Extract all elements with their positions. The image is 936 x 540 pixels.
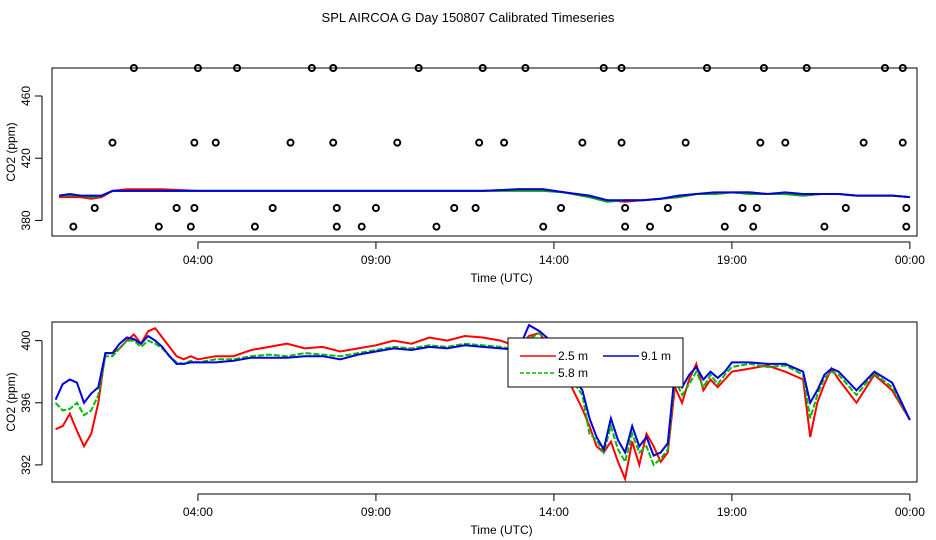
y-axis-label: CO2 (ppm) (4, 122, 18, 181)
series-line-2-5-m (55, 326, 911, 483)
data-point (880, 64, 889, 72)
data-point (599, 64, 608, 72)
data-point (902, 222, 911, 231)
data-point (898, 64, 907, 72)
legend: 2.5 m 5.8 m 9.1 m (507, 337, 684, 388)
figure-title: SPL AIRCOA G Day 150807 Calibrated Times… (322, 10, 615, 25)
series-line-5-8-m (54, 331, 911, 467)
data-point (681, 138, 690, 147)
data-point (702, 64, 711, 72)
data-point (898, 138, 907, 147)
data-point (211, 138, 220, 147)
data-point (521, 64, 530, 72)
data-point (332, 222, 341, 231)
data-point (621, 222, 630, 231)
data-point (186, 222, 195, 231)
data-point (841, 204, 850, 212)
y-tick-label: 420 (19, 148, 33, 168)
data-point (621, 204, 630, 212)
x-tick-label: 00:00 (895, 253, 925, 267)
legend-label: 9.1 m (641, 349, 671, 363)
data-point (539, 222, 548, 231)
x-tick-label: 14:00 (539, 253, 569, 267)
bottom-panel: 04:00 09:00 14:00 19:00 00:00 Time (UTC) 392 39… (4, 321, 925, 537)
data-point (902, 204, 911, 212)
series-line-9-1-m (54, 323, 911, 457)
top-panel: 04:00 09:00 14:00 19:00 00:00 Time (UTC) 380 42… (4, 64, 925, 285)
data-point (859, 138, 868, 147)
data-point (193, 64, 202, 72)
data-point (329, 138, 338, 147)
data-point (475, 138, 484, 147)
x-tick-label: 14:00 (539, 505, 569, 519)
x-tick-label: 19:00 (717, 505, 747, 519)
plot-frame (51, 321, 918, 483)
y-axis-label: CO2 (ppm) (4, 372, 18, 431)
data-point (500, 138, 509, 147)
data-point (190, 204, 199, 212)
data-point (393, 138, 402, 147)
data-point (172, 204, 181, 212)
x-tick-label: 09:00 (361, 505, 391, 519)
data-point (663, 204, 672, 212)
y-tick-label: 400 (19, 330, 33, 350)
data-point (557, 204, 566, 212)
data-point (617, 138, 626, 147)
data-point (90, 204, 99, 212)
legend-label: 5.8 m (558, 366, 588, 380)
x-axis-label: Time (UTC) (470, 271, 532, 285)
data-point (471, 204, 480, 212)
x-tick-label: 04:00 (183, 253, 213, 267)
plot-frame (51, 67, 918, 237)
legend-box (507, 337, 684, 388)
x-tick-label: 00:00 (895, 505, 925, 519)
y-tick-label: 392 (19, 455, 33, 475)
data-point (332, 204, 341, 212)
data-point (371, 204, 380, 212)
data-point (756, 138, 765, 147)
data-point (749, 222, 758, 231)
data-point (286, 138, 295, 147)
data-point (357, 222, 366, 231)
legend-label: 2.5 m (558, 349, 588, 363)
data-point (646, 222, 655, 231)
data-point (414, 64, 423, 72)
data-point (268, 204, 277, 212)
x-tick-label: 04:00 (183, 505, 213, 519)
data-point (578, 138, 587, 147)
data-point (820, 222, 829, 231)
data-point (720, 222, 729, 231)
data-point (432, 222, 441, 231)
data-point (752, 204, 761, 212)
data-point (108, 138, 117, 147)
y-tick-label: 396 (19, 392, 33, 412)
data-point (190, 138, 199, 147)
data-point (450, 204, 459, 212)
data-point (738, 204, 747, 212)
data-point (307, 64, 316, 72)
x-axis-label: Time (UTC) (470, 523, 532, 537)
data-point (759, 64, 768, 72)
data-point (617, 64, 626, 72)
data-point (329, 64, 338, 72)
x-tick-label: 19:00 (717, 253, 747, 267)
data-point (233, 64, 242, 72)
x-tick-label: 09:00 (361, 253, 391, 267)
data-point (250, 222, 259, 231)
data-point (781, 138, 790, 147)
data-point (478, 64, 487, 72)
data-point (802, 64, 811, 72)
data-point (69, 222, 78, 231)
series-line-2 (58, 188, 910, 202)
y-tick-label: 460 (19, 86, 33, 106)
data-point (129, 64, 138, 72)
y-tick-label: 380 (19, 210, 33, 230)
data-point (154, 222, 163, 231)
